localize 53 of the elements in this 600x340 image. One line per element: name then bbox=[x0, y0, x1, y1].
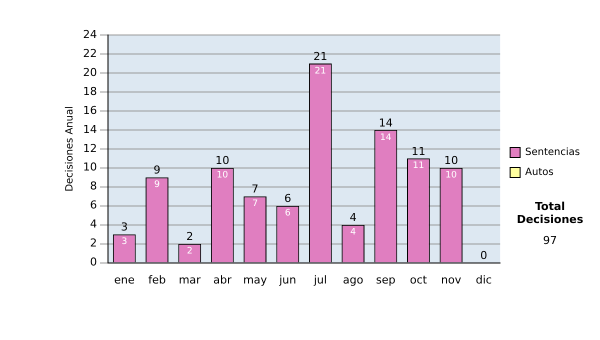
y-tick-label: 2 bbox=[90, 236, 97, 250]
data-label: 21 bbox=[314, 66, 326, 76]
x-tick-label: abr bbox=[213, 273, 232, 286]
total-label: 6 bbox=[284, 192, 292, 206]
x-tick-label: ago bbox=[342, 273, 364, 286]
y-tick-label: 20 bbox=[82, 66, 97, 79]
data-label: 10 bbox=[445, 170, 458, 181]
text: Total Decisiones bbox=[516, 200, 584, 226]
data-label: 3 bbox=[121, 237, 128, 248]
legend-label: Sentencias bbox=[525, 147, 580, 158]
total-label: 3 bbox=[120, 220, 128, 234]
y-tick-label: 12 bbox=[82, 142, 97, 155]
y-tick-label: 0 bbox=[90, 256, 97, 269]
y-tick-label: 8 bbox=[90, 180, 97, 193]
total-label: 10 bbox=[215, 154, 230, 168]
total-label: 14 bbox=[378, 116, 393, 130]
x-tick-label: oct bbox=[410, 273, 428, 286]
total-label: 11 bbox=[411, 144, 426, 158]
x-tick-label: mar bbox=[178, 273, 202, 286]
y-tick-label: 6 bbox=[90, 198, 97, 212]
y-tick-label: 18 bbox=[82, 84, 97, 98]
x-tick-label: may bbox=[243, 273, 268, 286]
x-tick-label: sep bbox=[376, 273, 396, 286]
legend-label: Autos bbox=[525, 167, 554, 178]
data-label: 6 bbox=[284, 208, 291, 219]
y-tick-label: 16 bbox=[82, 104, 97, 117]
total-label: 21 bbox=[313, 50, 328, 63]
y-tick-label: 22 bbox=[82, 46, 97, 60]
data-label: 7 bbox=[252, 199, 258, 210]
data-label: 11 bbox=[412, 161, 424, 172]
y-axis-title: Decisiones Anual bbox=[64, 106, 76, 192]
total-label: 2 bbox=[186, 230, 194, 244]
x-tick-label: nov bbox=[441, 273, 462, 286]
total-label: 9 bbox=[154, 164, 161, 177]
y-tick-label: 10 bbox=[82, 160, 97, 174]
total-label: 4 bbox=[350, 211, 357, 224]
x-tick-label: ene bbox=[114, 273, 135, 286]
data-label: 9 bbox=[154, 180, 160, 190]
y-tick-label: 4 bbox=[90, 218, 97, 231]
data-label: 10 bbox=[216, 170, 228, 181]
x-tick-label: feb bbox=[148, 273, 166, 286]
y-tick-label: 14 bbox=[82, 122, 97, 136]
data-label: 2 bbox=[186, 246, 193, 257]
data-label: 4 bbox=[350, 228, 356, 238]
text: 97 bbox=[542, 234, 558, 247]
x-tick-label: dic bbox=[476, 273, 492, 286]
data-label: 14 bbox=[380, 132, 392, 143]
x-tick-label: jun bbox=[278, 273, 296, 286]
total-label: 7 bbox=[252, 182, 259, 196]
total-label: 0 bbox=[480, 249, 488, 262]
total-label: 10 bbox=[444, 154, 458, 168]
y-tick-label: 24 bbox=[82, 28, 97, 41]
x-tick-label: jul bbox=[312, 273, 327, 286]
